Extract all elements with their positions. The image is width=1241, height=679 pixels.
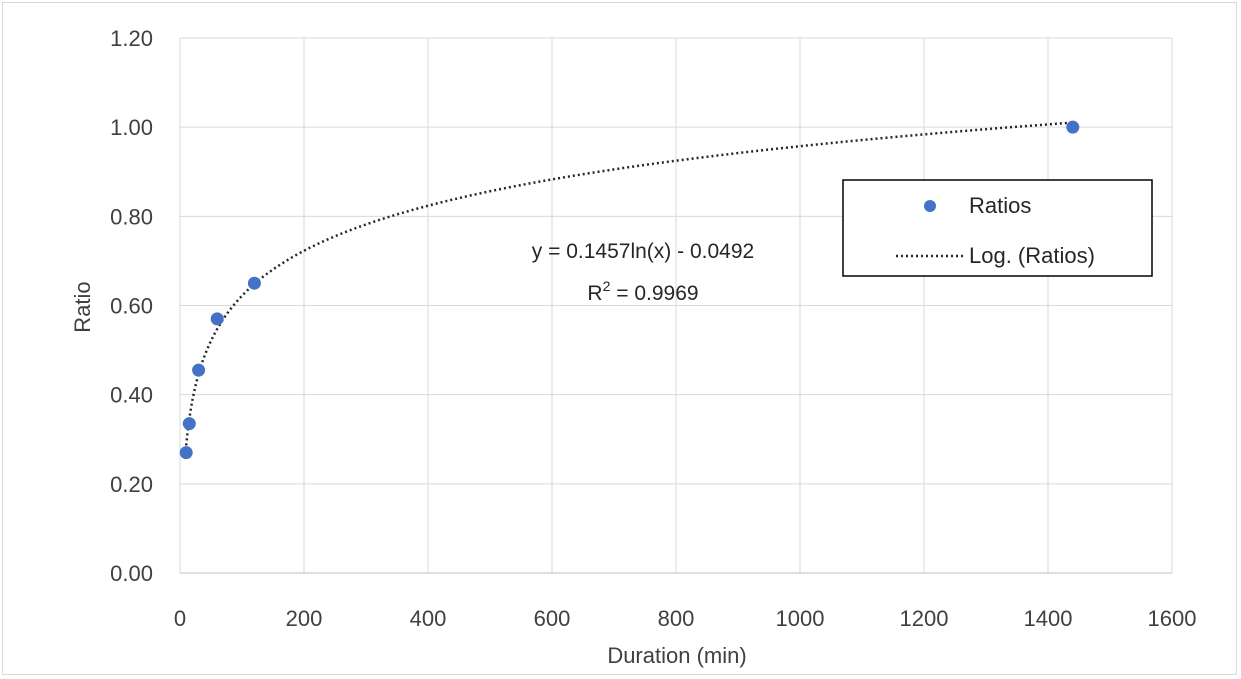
legend-box — [842, 179, 1153, 277]
legend: Ratios Log. (Ratios) — [842, 179, 1153, 277]
x-tick-label: 1600 — [1148, 606, 1197, 631]
tick-labels: 0 200 400 600 800 1000 1200 1400 1600 0.00 0.20 0.4… — [110, 26, 1196, 631]
x-tick-label: 200 — [286, 606, 323, 631]
x-tick-label: 800 — [658, 606, 695, 631]
legend-label-trendline: Log. (Ratios) — [969, 243, 1095, 268]
y-tick-label: 0.80 — [110, 204, 153, 229]
x-tick-label: 1200 — [900, 606, 949, 631]
r2-suffix: = 0.9969 — [610, 282, 698, 305]
x-tick-label: 400 — [410, 606, 447, 631]
y-tick-label: 1.20 — [110, 26, 153, 51]
data-point — [192, 363, 206, 377]
legend-label-ratios: Ratios — [969, 193, 1031, 218]
x-axis-title: Duration (min) — [607, 643, 746, 668]
y-tick-label: 0.40 — [110, 383, 153, 408]
x-tick-label: 0 — [174, 606, 186, 631]
y-tick-label: 0.00 — [110, 561, 153, 586]
data-point — [182, 417, 196, 431]
gridlines — [179, 37, 1173, 574]
r-squared-line: R2 = 0.9969 — [587, 278, 698, 305]
r2-prefix: R — [587, 282, 602, 305]
y-tick-label: 1.00 — [110, 115, 153, 140]
equation-line: y = 0.1457ln(x) - 0.0492 — [532, 240, 754, 263]
data-point — [179, 446, 193, 460]
y-tick-label: 0.20 — [110, 472, 153, 497]
legend-marker-ratios — [924, 200, 936, 212]
trendline-equation: y = 0.1457ln(x) - 0.0492 R2 = 0.9969 — [532, 240, 754, 305]
data-points — [179, 120, 1080, 460]
r2-superscript: 2 — [603, 278, 611, 294]
x-tick-label: 600 — [534, 606, 571, 631]
x-tick-label: 1400 — [1024, 606, 1073, 631]
data-point — [210, 312, 224, 326]
y-axis-title: Ratio — [70, 281, 95, 332]
data-point — [247, 276, 261, 290]
y-tick-label: 0.60 — [110, 294, 153, 319]
data-point — [1066, 120, 1080, 134]
x-tick-label: 1000 — [776, 606, 825, 631]
